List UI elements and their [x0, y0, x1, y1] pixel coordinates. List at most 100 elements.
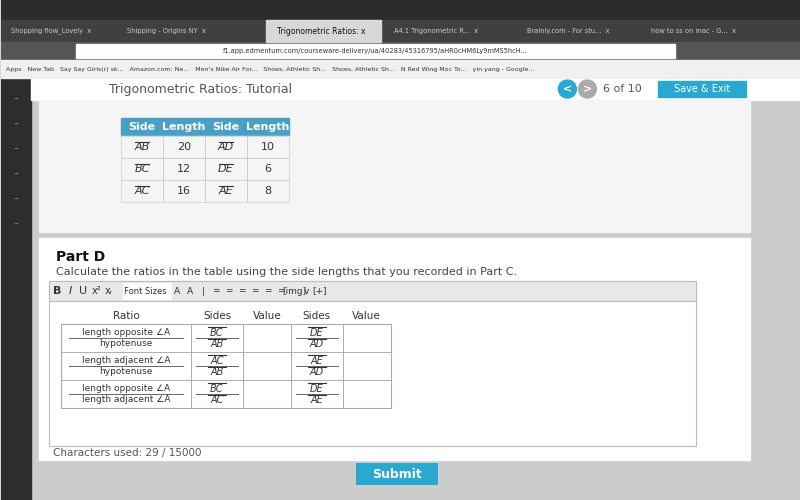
Bar: [121, 136, 163, 158]
Text: Save & Exit: Save & Exit: [674, 84, 730, 94]
Text: =: =: [238, 286, 246, 296]
Bar: [121, 158, 163, 180]
Text: -: -: [14, 143, 18, 157]
Bar: [31, 78, 800, 500]
Text: Font Sizes: Font Sizes: [124, 286, 166, 296]
Bar: [62, 324, 191, 352]
Bar: [121, 180, 163, 202]
Text: -: -: [14, 93, 18, 107]
Bar: [163, 180, 205, 202]
Bar: [291, 380, 342, 408]
Bar: [50, 281, 696, 446]
Text: AC: AC: [134, 186, 150, 196]
Bar: [31, 78, 800, 100]
Text: AB: AB: [210, 339, 224, 349]
Bar: [266, 20, 381, 42]
Text: AD: AD: [310, 339, 324, 349]
Bar: [191, 380, 243, 408]
Text: DE: DE: [310, 384, 324, 394]
Bar: [2, 60, 800, 78]
Text: Ratio: Ratio: [113, 311, 139, 321]
Text: >: >: [582, 84, 592, 94]
Text: 10: 10: [261, 142, 275, 152]
Text: 16: 16: [177, 186, 191, 196]
Bar: [62, 380, 191, 408]
Text: AE: AE: [310, 395, 323, 405]
Text: -: -: [14, 193, 18, 207]
Bar: [342, 324, 390, 352]
Bar: [243, 324, 291, 352]
Bar: [205, 180, 247, 202]
Text: AC: AC: [210, 356, 224, 366]
Bar: [163, 180, 205, 202]
Text: hypotenuse: hypotenuse: [99, 340, 153, 348]
Text: 6 of 10: 6 of 10: [603, 84, 642, 94]
Text: Characters used: 29 / 15000: Characters used: 29 / 15000: [54, 448, 202, 458]
Bar: [247, 180, 289, 202]
Text: A: A: [174, 286, 180, 296]
Text: Part D: Part D: [56, 250, 106, 264]
Text: -: -: [14, 218, 18, 232]
Text: I: I: [69, 286, 72, 296]
Text: Length: Length: [246, 122, 290, 132]
Text: AB: AB: [134, 142, 150, 152]
Bar: [191, 324, 243, 352]
Text: Sides: Sides: [203, 311, 231, 321]
Text: U: U: [79, 286, 87, 296]
Bar: [2, 78, 31, 500]
Text: =: =: [212, 286, 220, 296]
Bar: [247, 180, 289, 202]
Bar: [205, 136, 247, 158]
Text: Trigonometric Ratios: Tutorial: Trigonometric Ratios: Tutorial: [109, 82, 292, 96]
Text: length adjacent ∠A: length adjacent ∠A: [82, 396, 170, 404]
Bar: [205, 158, 247, 180]
Bar: [39, 100, 750, 232]
Text: <: <: [562, 84, 572, 94]
Text: length adjacent ∠A: length adjacent ∠A: [82, 356, 170, 365]
Text: hypotenuse: hypotenuse: [99, 368, 153, 376]
Text: A: A: [187, 286, 193, 296]
Bar: [243, 380, 291, 408]
Bar: [50, 281, 696, 301]
Text: =: =: [251, 286, 258, 296]
Bar: [121, 180, 163, 202]
Bar: [247, 136, 289, 158]
Text: x²: x²: [91, 286, 101, 296]
Bar: [291, 352, 342, 380]
Text: 12: 12: [177, 164, 191, 174]
Bar: [163, 158, 205, 180]
Text: 20: 20: [177, 142, 191, 152]
Bar: [342, 352, 390, 380]
Bar: [121, 118, 163, 136]
Bar: [247, 136, 289, 158]
Text: v: v: [304, 286, 310, 296]
Text: Shipping - Origins NY  x: Shipping - Origins NY x: [126, 28, 206, 34]
Circle shape: [558, 80, 576, 98]
Text: AC: AC: [210, 395, 224, 405]
Bar: [658, 81, 746, 97]
Bar: [76, 44, 675, 58]
Bar: [163, 136, 205, 158]
Bar: [2, 0, 800, 20]
Text: length opposite ∠A: length opposite ∠A: [82, 328, 170, 337]
Bar: [247, 118, 289, 136]
Text: BC: BC: [134, 164, 150, 174]
Bar: [163, 158, 205, 180]
Text: Brainly.com - For stu...  x: Brainly.com - For stu... x: [527, 28, 610, 34]
Bar: [342, 380, 390, 408]
Text: 8: 8: [264, 186, 271, 196]
Text: Side: Side: [129, 122, 156, 132]
Text: xᵣ: xᵣ: [105, 286, 114, 296]
Bar: [205, 180, 247, 202]
Text: AE: AE: [310, 356, 323, 366]
Bar: [123, 283, 171, 299]
Text: AE: AE: [218, 186, 234, 196]
Text: Trigonometric Ratios: x: Trigonometric Ratios: x: [277, 26, 365, 36]
Text: Sides: Sides: [302, 311, 331, 321]
Bar: [50, 301, 696, 446]
Text: Submit: Submit: [372, 468, 422, 480]
Bar: [205, 136, 247, 158]
Bar: [2, 20, 800, 42]
Text: AD: AD: [310, 367, 324, 377]
Text: Apps   New Tab   Say Say Girls(r) sk...   Amazon.com: Ne...   Men's Nike Air For: Apps New Tab Say Say Girls(r) sk... Amaz…: [6, 66, 534, 71]
